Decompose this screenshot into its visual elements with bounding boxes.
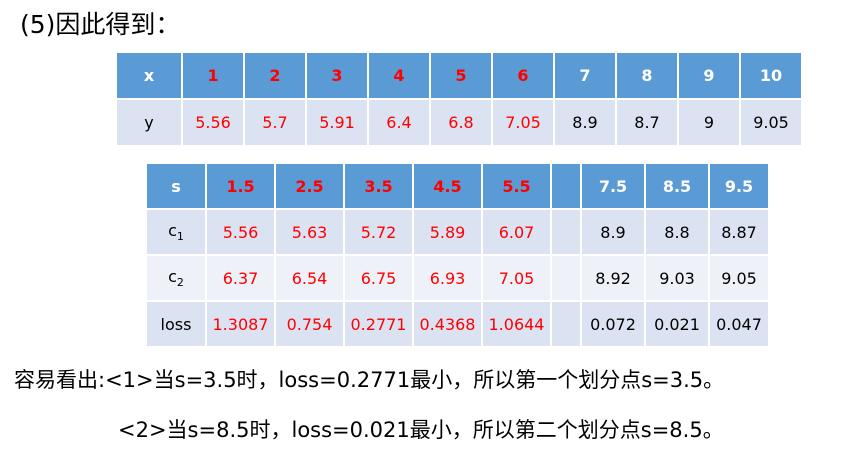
x-value-cell: 7: [555, 53, 615, 98]
s-value-cell: 4.5: [414, 164, 481, 208]
x-value-cell: 3: [307, 53, 367, 98]
gap-cell: [552, 210, 580, 254]
loss-value-cell: 0.047: [710, 302, 768, 346]
c2-value-cell: 9.03: [646, 256, 708, 300]
loss-value-cell: 0.754: [276, 302, 343, 346]
c2-row: c2 6.37 6.54 6.75 6.93 7.05 8.92 9.03 9.…: [147, 256, 768, 300]
loss-label-cell: loss: [147, 302, 205, 346]
s-value-cell: 3.5: [345, 164, 412, 208]
section-heading: (5)因此得到：: [20, 10, 181, 39]
y-value-cell: 6.8: [431, 100, 491, 145]
loss-row: loss 1.3087 0.754 0.2771 0.4368 1.0644 0…: [147, 302, 768, 346]
y-value-cell: 5.91: [307, 100, 367, 145]
c2-value-cell: 6.75: [345, 256, 412, 300]
loss-value-cell: 1.3087: [207, 302, 274, 346]
x-value-cell: 6: [493, 53, 553, 98]
c1-value-cell: 8.9: [582, 210, 644, 254]
x-value-cell: 4: [369, 53, 429, 98]
x-value-cell: 2: [245, 53, 305, 98]
c2-value-cell: 6.54: [276, 256, 343, 300]
loss-value-cell: 0.072: [582, 302, 644, 346]
s-value-cell: 2.5: [276, 164, 343, 208]
c1-value-cell: 5.72: [345, 210, 412, 254]
y-row: y 5.56 5.7 5.91 6.4 6.8 7.05 8.9 8.7 9 9…: [117, 100, 801, 145]
c1-value-cell: 8.87: [710, 210, 768, 254]
c1-value-cell: 5.56: [207, 210, 274, 254]
loss-value-cell: 0.4368: [414, 302, 481, 346]
y-label-cell: y: [117, 100, 181, 145]
c1-value-cell: 5.89: [414, 210, 481, 254]
s-value-cell: 9.5: [710, 164, 768, 208]
c1-value-cell: 5.63: [276, 210, 343, 254]
x-value-cell: 9: [679, 53, 739, 98]
c2-value-cell: 6.93: [414, 256, 481, 300]
c1-label-cell: c1: [147, 210, 205, 254]
y-value-cell: 8.9: [555, 100, 615, 145]
y-value-cell: 5.56: [183, 100, 243, 145]
c2-value-cell: 7.05: [483, 256, 550, 300]
s-header-row: s 1.5 2.5 3.5 4.5 5.5 7.5 8.5 9.5: [147, 164, 768, 208]
c2-value-cell: 6.37: [207, 256, 274, 300]
s-value-cell: 7.5: [582, 164, 644, 208]
loss-value-cell: 1.0644: [483, 302, 550, 346]
c2-value-cell: 9.05: [710, 256, 768, 300]
s-value-cell: 5.5: [483, 164, 550, 208]
y-value-cell: 5.7: [245, 100, 305, 145]
y-value-cell: 7.05: [493, 100, 553, 145]
s-value-cell: 8.5: [646, 164, 708, 208]
x-value-cell: 5: [431, 53, 491, 98]
gap-cell: [552, 164, 580, 208]
y-value-cell: 9: [679, 100, 739, 145]
y-value-cell: 8.7: [617, 100, 677, 145]
xy-table: x 1 2 3 4 5 6 7 8 9 10 y 5.56 5.7 5.91 6…: [115, 51, 803, 147]
c1-row: c1 5.56 5.63 5.72 5.89 6.07 8.9 8.8 8.87: [147, 210, 768, 254]
x-value-cell: 8: [617, 53, 677, 98]
x-value-cell: 10: [741, 53, 801, 98]
gap-cell: [552, 302, 580, 346]
loss-value-cell: 0.021: [646, 302, 708, 346]
conclusion-line-1: 容易看出:<1>当s=3.5时，loss=0.2771最小，所以第一个划分点s=…: [14, 368, 725, 392]
c1-value-cell: 8.8: [646, 210, 708, 254]
x-header-cell: x: [117, 53, 181, 98]
x-value-cell: 1: [183, 53, 243, 98]
xy-header-row: x 1 2 3 4 5 6 7 8 9 10: [117, 53, 801, 98]
conclusion-line-2: <2>当s=8.5时，loss=0.021最小，所以第二个划分点s=8.5。: [118, 418, 724, 442]
c2-label-cell: c2: [147, 256, 205, 300]
split-loss-table: s 1.5 2.5 3.5 4.5 5.5 7.5 8.5 9.5 c1 5.5…: [145, 162, 770, 348]
c1-value-cell: 6.07: [483, 210, 550, 254]
c2-value-cell: 8.92: [582, 256, 644, 300]
y-value-cell: 9.05: [741, 100, 801, 145]
gap-cell: [552, 256, 580, 300]
s-value-cell: 1.5: [207, 164, 274, 208]
loss-value-cell: 0.2771: [345, 302, 412, 346]
y-value-cell: 6.4: [369, 100, 429, 145]
s-header-cell: s: [147, 164, 205, 208]
